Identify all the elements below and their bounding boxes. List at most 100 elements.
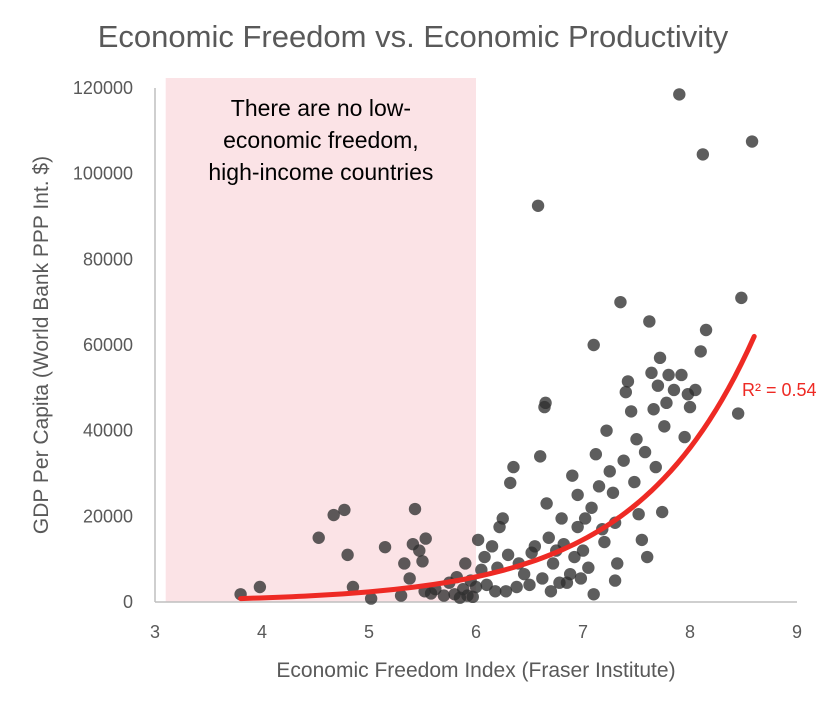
data-point xyxy=(346,580,360,594)
y-axis-title: GDP Per Capita (World Bank PPP Int. $) xyxy=(30,156,53,534)
y-tick-label: 60000 xyxy=(83,335,133,355)
data-point xyxy=(568,550,581,564)
data-point xyxy=(571,488,584,502)
data-point xyxy=(662,368,675,382)
y-tick-label: 0 xyxy=(123,592,133,612)
data-point xyxy=(312,531,325,544)
data-point xyxy=(459,557,472,570)
data-point xyxy=(655,505,669,519)
data-point xyxy=(341,548,354,562)
x-tick-label: 9 xyxy=(792,622,802,642)
r-squared-label: R² = 0.54 xyxy=(742,380,817,400)
data-point xyxy=(544,585,558,598)
data-point xyxy=(542,531,555,544)
data-point xyxy=(555,512,568,525)
data-point xyxy=(480,578,493,592)
data-point xyxy=(587,588,600,601)
data-point xyxy=(621,375,635,388)
data-point xyxy=(517,567,531,581)
data-point xyxy=(403,572,416,585)
annotation-line: There are no low- xyxy=(231,95,411,121)
data-point xyxy=(437,589,451,602)
data-point xyxy=(678,430,691,444)
data-point xyxy=(466,590,479,604)
data-point xyxy=(624,405,638,418)
data-point xyxy=(528,540,542,553)
data-point xyxy=(471,533,485,547)
x-tick-label: 3 xyxy=(150,622,160,642)
data-point xyxy=(630,433,643,446)
data-point xyxy=(587,338,600,352)
data-point xyxy=(641,550,654,564)
data-point xyxy=(589,448,603,461)
data-point xyxy=(608,574,622,587)
trendline xyxy=(238,333,757,602)
data-point xyxy=(651,379,665,392)
x-tick-label: 7 xyxy=(578,622,588,642)
data-point xyxy=(617,454,630,467)
x-tick-label: 4 xyxy=(257,622,267,642)
data-point xyxy=(394,589,408,602)
data-point xyxy=(546,557,560,570)
x-axis-title: Economic Freedom Index (Fraser Institute… xyxy=(276,659,675,682)
data-point xyxy=(689,383,702,397)
data-point xyxy=(523,578,536,592)
data-point xyxy=(699,323,713,337)
data-point xyxy=(489,585,502,598)
data-point xyxy=(504,476,517,490)
data-point xyxy=(469,580,483,594)
y-axis-ticks: 0 20000 40000 60000 80000 100000 120000 xyxy=(73,78,133,612)
data-point xyxy=(658,420,671,433)
annotation-line: economic freedom, xyxy=(223,127,419,153)
data-point xyxy=(582,561,595,574)
data-point xyxy=(667,383,681,397)
data-point xyxy=(539,396,552,410)
data-point xyxy=(585,501,598,514)
data-point xyxy=(398,557,411,570)
data-point xyxy=(735,291,748,305)
data-point xyxy=(603,465,616,478)
shaded-region xyxy=(165,78,476,602)
data-point xyxy=(638,445,652,459)
x-tick-label: 6 xyxy=(471,622,481,642)
data-point xyxy=(510,580,523,594)
data-point xyxy=(643,315,656,328)
data-point xyxy=(649,460,662,474)
data-point xyxy=(600,424,613,437)
data-point xyxy=(563,567,577,581)
data-point xyxy=(536,572,549,585)
data-point xyxy=(628,475,641,489)
data-point xyxy=(499,585,513,598)
data-point xyxy=(419,532,432,545)
data-point xyxy=(574,572,588,585)
y-tick-label: 20000 xyxy=(83,506,133,526)
data-point xyxy=(635,533,649,547)
y-tick-label: 100000 xyxy=(73,164,133,184)
data-point xyxy=(619,385,632,399)
data-point xyxy=(540,497,553,510)
data-point xyxy=(501,548,515,562)
data-point xyxy=(327,508,340,522)
data-point xyxy=(566,469,579,482)
data-point xyxy=(507,460,520,474)
data-point xyxy=(485,540,499,553)
data-point xyxy=(338,503,351,517)
annotation-line: high-income countries xyxy=(208,159,433,185)
data-point xyxy=(645,366,658,380)
data-point xyxy=(378,540,392,554)
data-point xyxy=(606,486,620,499)
y-tick-label: 80000 xyxy=(83,249,133,269)
y-tick-label: 120000 xyxy=(73,78,133,98)
data-point xyxy=(496,512,509,525)
data-point xyxy=(614,295,627,309)
data-point xyxy=(253,580,267,594)
data-point xyxy=(592,480,606,493)
data-point xyxy=(675,368,688,382)
data-point xyxy=(478,550,491,564)
data-point xyxy=(647,403,660,416)
chart-title: Economic Freedom vs. Economic Productivi… xyxy=(98,19,729,54)
data-point xyxy=(531,199,545,212)
data-point xyxy=(660,396,673,410)
